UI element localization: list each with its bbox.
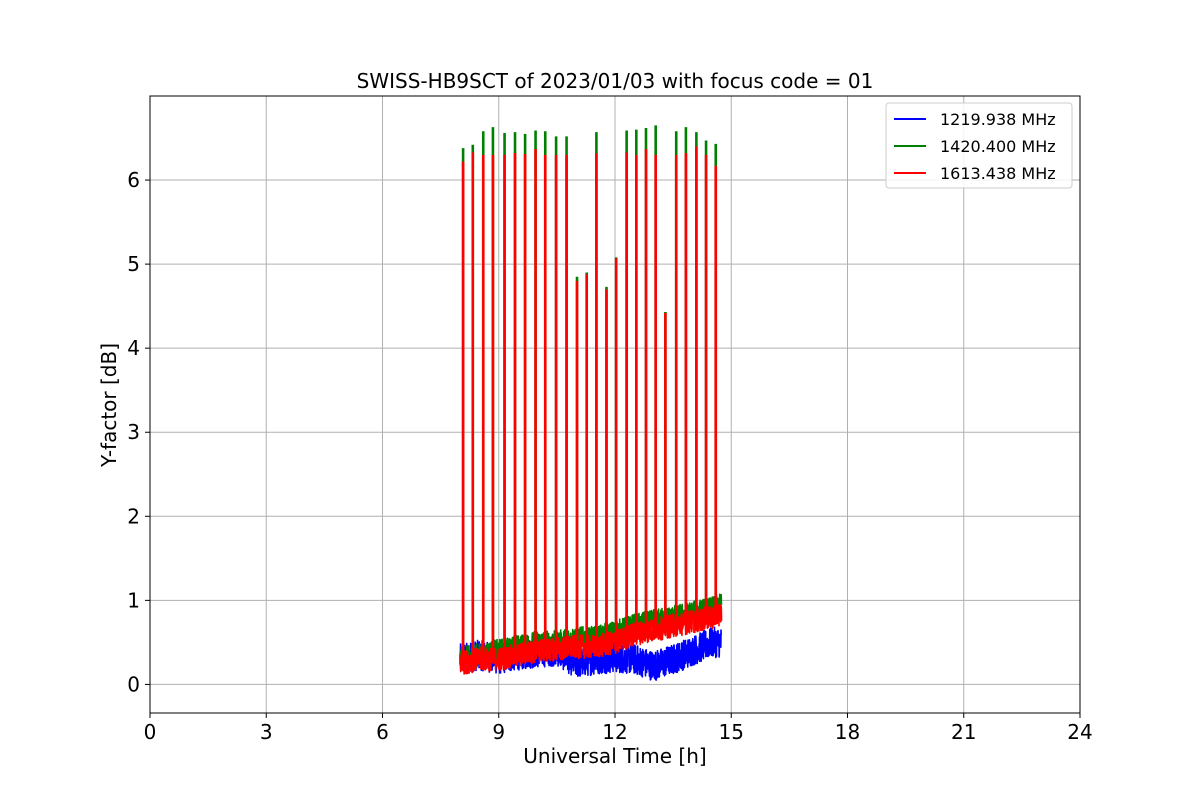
chart-title: SWISS-HB9SCT of 2023/01/03 with focus co… [357, 69, 874, 93]
x-tick-label: 18 [835, 720, 860, 744]
x-tick-label: 9 [492, 720, 505, 744]
y-tick-label: 1 [127, 588, 140, 612]
x-tick-label: 3 [260, 720, 273, 744]
legend: 1219.938 MHz 1420.400 MHz 1613.438 MHz [885, 102, 1073, 189]
legend-label: 1613.438 MHz [940, 164, 1056, 183]
y-tick-label: 4 [127, 336, 140, 360]
series-lines [459, 125, 723, 681]
x-tick-label: 6 [376, 720, 389, 744]
y-tick-label: 0 [127, 672, 140, 696]
x-tick-label: 15 [719, 720, 744, 744]
y-tick-label: 2 [127, 504, 140, 528]
x-tick-label: 21 [951, 720, 976, 744]
legend-label: 1420.400 MHz [940, 137, 1056, 156]
legend-box [885, 102, 1073, 189]
x-tick-label: 24 [1067, 720, 1092, 744]
x-tick-label: 0 [144, 720, 157, 744]
y-tick-label: 6 [127, 168, 140, 192]
y-axis-title: Y-factor [dB] [97, 343, 121, 468]
x-axis-title: Universal Time [h] [523, 744, 706, 768]
y-tick-label: 5 [127, 252, 140, 276]
legend-label: 1219.938 MHz [940, 110, 1056, 129]
y-tick-label: 3 [127, 420, 140, 444]
x-tick-label: 12 [602, 720, 627, 744]
